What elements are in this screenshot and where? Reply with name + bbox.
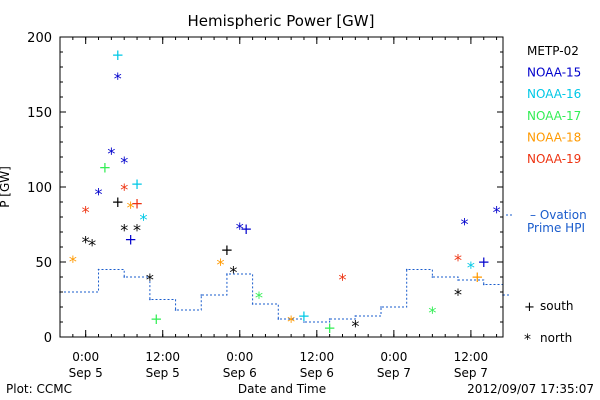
- north-symbol: *: [524, 332, 531, 348]
- footer-plot-credit: Plot: CCMC: [6, 382, 72, 396]
- data-point: *: [88, 236, 96, 255]
- footer-timestamp: 2012/09/07 17:35:07: [467, 382, 594, 396]
- south-symbol: +: [524, 300, 535, 315]
- legend-entry: NOAA-15: [527, 66, 581, 80]
- y-tick-label: 50: [35, 256, 52, 271]
- x-axis-label: Date and Time: [238, 382, 326, 396]
- data-point: *: [454, 285, 462, 304]
- data-point: *: [107, 144, 115, 163]
- x-tick-label-time: 12:00: [300, 350, 335, 364]
- data-point: *: [454, 251, 462, 270]
- ovation-hpi-point: [405, 268, 408, 271]
- south-label: south: [540, 299, 574, 313]
- x-axis: 0:00 Sep 5 12:00 Sep 5 0:00 Sep 6 12:00 Sep 6 0:…: [59, 37, 498, 380]
- data-point: *: [139, 210, 147, 229]
- data-point: *: [82, 233, 90, 252]
- ovation-legend-line2: Prime HPI: [527, 221, 585, 235]
- data-point: *: [146, 270, 154, 289]
- data-point: +: [240, 220, 253, 238]
- data-point: *: [82, 203, 90, 222]
- y-tick-label: 150: [27, 106, 52, 121]
- ovation-hpi-point: [226, 273, 228, 275]
- y-axis: 0 50 100 150 200: [27, 31, 503, 346]
- data-point: *: [69, 252, 77, 271]
- legend-entry: NOAA-19: [527, 152, 581, 166]
- data-point: +: [99, 159, 112, 177]
- x-tick-label-date: Sep 7: [454, 366, 488, 380]
- ovation-hpi-point: [97, 268, 100, 271]
- ovation-hpi-layer: [59, 268, 511, 323]
- y-tick-label: 0: [44, 331, 52, 346]
- ovation-hpi-point: [380, 306, 382, 308]
- x-tick-label-time: 0:00: [226, 350, 253, 364]
- data-point: +: [471, 268, 484, 286]
- chart-title: Hemispheric Power [GW]: [188, 12, 375, 30]
- ovation-hpi-point: [303, 321, 305, 323]
- y-axis-label: P [GW]: [0, 166, 12, 208]
- data-point: *: [255, 288, 263, 307]
- data-point: *: [460, 215, 468, 234]
- ovation-hpi-point: [482, 283, 485, 286]
- ovation-hpi-point: [277, 318, 280, 320]
- data-point: *: [114, 69, 122, 88]
- ovation-hpi-line: [60, 269, 511, 323]
- north-label: north: [540, 331, 572, 345]
- data-point: +: [221, 241, 234, 259]
- ovation-hpi-point: [354, 315, 357, 317]
- data-point: *: [127, 198, 135, 217]
- x-tick-label-time: 0:00: [380, 350, 407, 364]
- ovation-hpi-point: [149, 298, 151, 301]
- data-point: *: [217, 255, 225, 274]
- ovation-hpi-point: [457, 279, 459, 281]
- legend: METP-02 NOAA-15 NOAA-16 NOAA-17 NOAA-18 NOAA-…: [506, 44, 581, 216]
- ovation-hpi-point: [328, 318, 331, 320]
- data-point: +: [150, 310, 163, 328]
- data-point: *: [236, 219, 244, 238]
- data-point: +: [477, 253, 490, 271]
- ovation-hpi-point: [431, 276, 434, 278]
- data-point: +: [131, 175, 144, 193]
- data-point: +: [111, 46, 124, 64]
- x-tick-label-time: 12:00: [145, 350, 180, 364]
- legend-entry: NOAA-18: [527, 130, 581, 144]
- data-point: +: [131, 195, 144, 213]
- data-point: *: [120, 180, 128, 199]
- legend-entry: METP-02: [527, 44, 579, 58]
- x-tick-label-time: 0:00: [72, 350, 99, 364]
- y-tick-label: 200: [27, 31, 52, 46]
- ovation-hpi-point: [251, 303, 254, 305]
- ovation-hpi-point: [200, 294, 203, 296]
- data-point: *: [229, 263, 237, 282]
- data-points-layer: **+* **+*******+*+ *+*++*+*++*+*****+**+**: [69, 46, 501, 337]
- y-tick-label: 100: [27, 181, 52, 196]
- x-tick-label-time: 12:00: [454, 350, 489, 364]
- x-tick-label-date: Sep 5: [69, 366, 103, 380]
- data-point: *: [428, 303, 436, 322]
- legend-entry: NOAA-16: [527, 87, 581, 101]
- legend-entry: NOAA-17: [527, 109, 581, 123]
- data-point: +: [323, 319, 336, 337]
- x-tick-label-date: Sep 6: [300, 366, 334, 380]
- data-point: +: [298, 307, 311, 325]
- x-tick-label-date: Sep 6: [223, 366, 257, 380]
- data-point: *: [120, 153, 128, 172]
- data-point: *: [95, 185, 103, 204]
- x-tick-label-date: Sep 5: [146, 366, 180, 380]
- data-point: *: [120, 221, 128, 240]
- x-tick-label-date: Sep 7: [377, 366, 411, 380]
- data-point: *: [351, 317, 359, 336]
- data-point: +: [111, 193, 124, 211]
- data-point: +: [124, 231, 137, 249]
- ovation-hpi-point: [123, 276, 126, 278]
- data-point: *: [493, 203, 501, 222]
- data-point: *: [287, 312, 295, 331]
- ovation-hpi-point: [174, 309, 177, 311]
- data-point: *: [338, 270, 346, 289]
- ovation-legend-line1: – Ovation: [530, 208, 587, 222]
- data-point: *: [467, 258, 475, 277]
- data-point: *: [133, 221, 141, 240]
